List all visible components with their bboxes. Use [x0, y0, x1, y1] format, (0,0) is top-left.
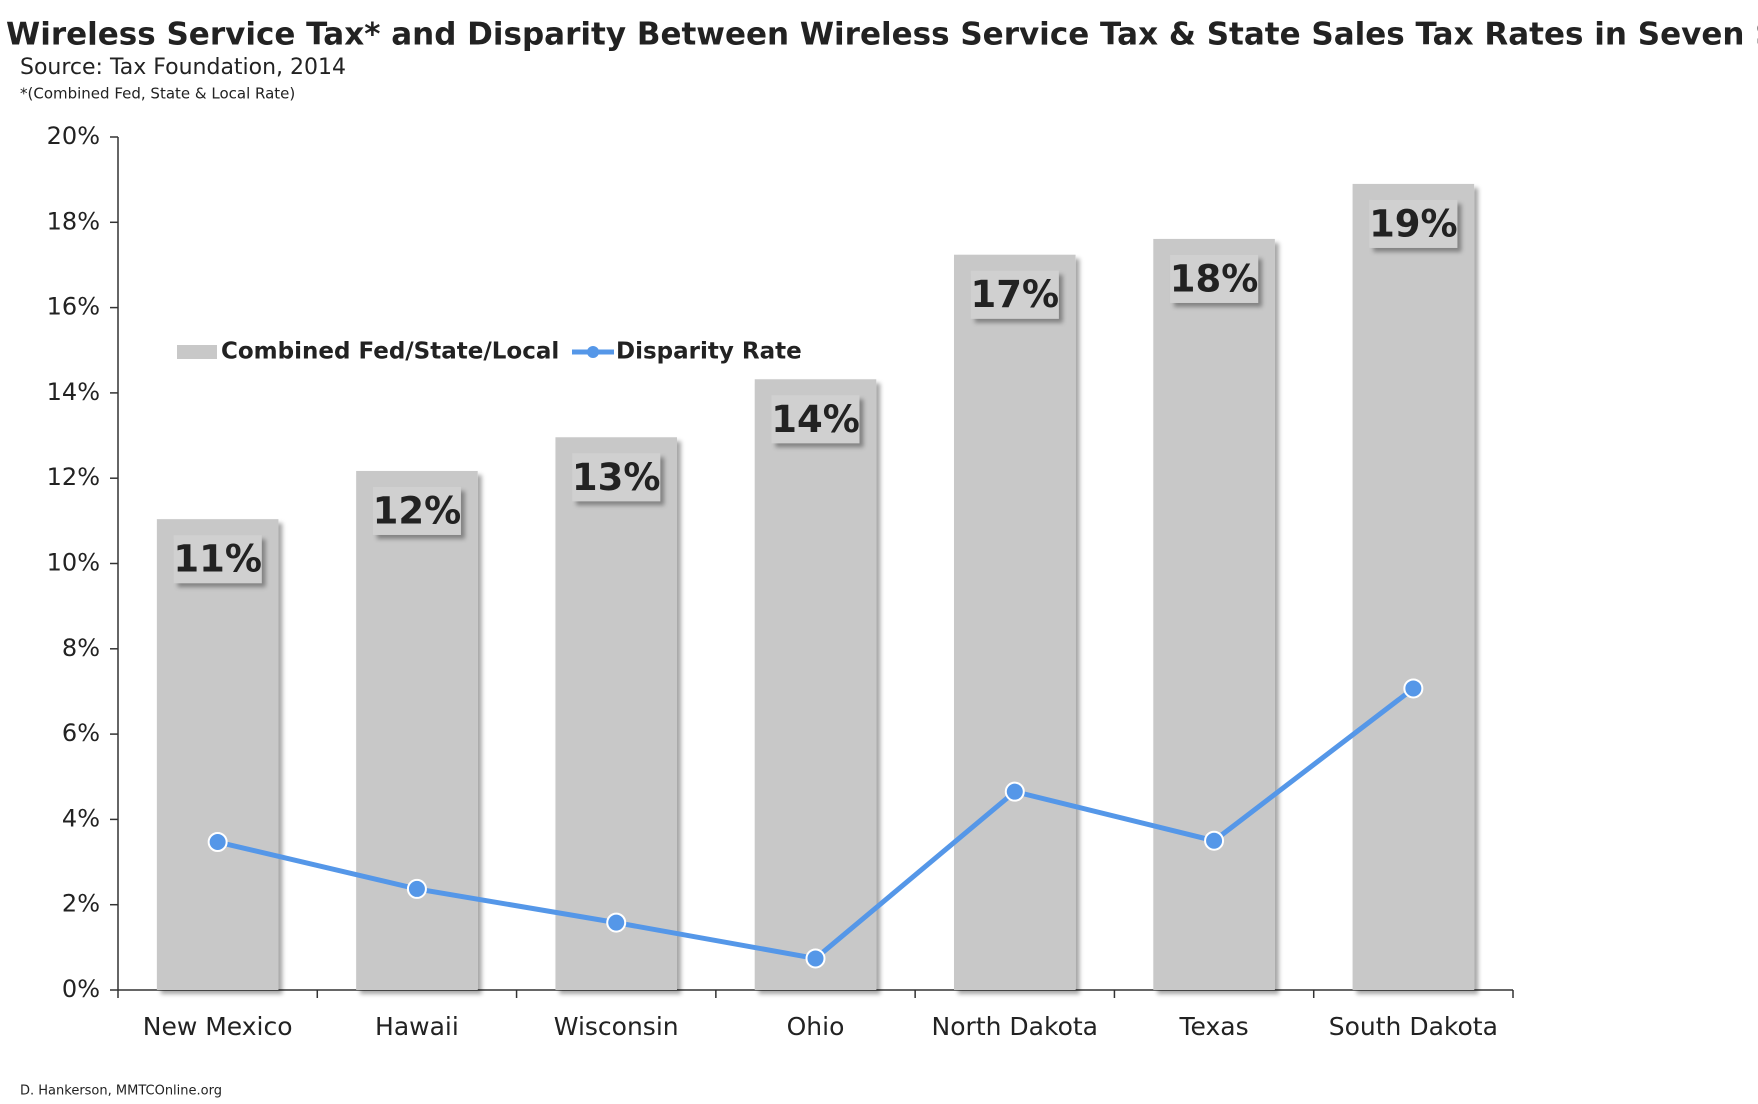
x-tick-label: South Dakota [1329, 1012, 1498, 1041]
point [207, 832, 228, 853]
data-label: 12% [373, 489, 462, 532]
note: *(Combined Fed, State & Local Rate) [20, 85, 295, 103]
y-tick-label: 18% [47, 207, 100, 235]
data-label-box [970, 270, 1059, 319]
data-label: 18% [1170, 257, 1259, 300]
data-label-box [173, 535, 262, 584]
data-label: 17% [971, 273, 1060, 316]
data-label-box [1170, 254, 1259, 303]
data-label-box [1369, 199, 1458, 248]
y-tick-label: 0% [62, 975, 100, 1003]
y-tick-label: 4% [62, 804, 100, 832]
point [1403, 678, 1424, 699]
legend-label: Combined Fed/State/Local [221, 339, 559, 365]
y-tick-label: 10% [47, 549, 100, 577]
legend-swatch [177, 345, 217, 359]
bar [954, 254, 1076, 991]
point [1204, 830, 1225, 851]
x-tick-label: New Mexico [143, 1012, 293, 1041]
bar [1153, 238, 1275, 991]
y-tick-label: 8% [62, 634, 100, 662]
x-tick-label: Hawaii [375, 1012, 459, 1041]
data-label-box [372, 486, 461, 535]
chart-title: Wireless Service Tax* and Disparity Betw… [6, 17, 1758, 53]
bar [356, 470, 478, 991]
x-tick-label: Wisconsin [554, 1012, 679, 1041]
bar [754, 379, 877, 990]
bar [156, 519, 279, 990]
legend-label: Disparity Rate [616, 339, 802, 365]
legend-swatch [587, 346, 599, 358]
point [606, 912, 627, 933]
y-tick-label: 6% [62, 719, 100, 747]
x-tick-label: Ohio [787, 1012, 845, 1041]
y-tick-label: 20% [47, 122, 100, 150]
point [406, 878, 427, 899]
x-tick-label: North Dakota [932, 1012, 1098, 1041]
data-label: 14% [771, 398, 860, 441]
data-label: 19% [1369, 202, 1458, 245]
y-tick-label: 12% [47, 463, 100, 491]
y-tick-label: 2% [62, 890, 100, 918]
point [1004, 781, 1025, 802]
subtitle: Source: Tax Foundation, 2014 [20, 55, 346, 80]
footer: D. Hankerson, MMTCOnline.org [20, 1084, 222, 1099]
point [805, 948, 826, 969]
x-tick-label: Texas [1179, 1012, 1249, 1041]
bar [555, 437, 677, 991]
bar [1352, 183, 1475, 991]
data-label-box [771, 395, 860, 444]
y-tick-label: 14% [47, 378, 100, 406]
data-label: 13% [572, 456, 661, 499]
y-tick-label: 16% [47, 293, 100, 321]
data-label-box [572, 453, 661, 502]
data-label: 11% [173, 538, 262, 581]
